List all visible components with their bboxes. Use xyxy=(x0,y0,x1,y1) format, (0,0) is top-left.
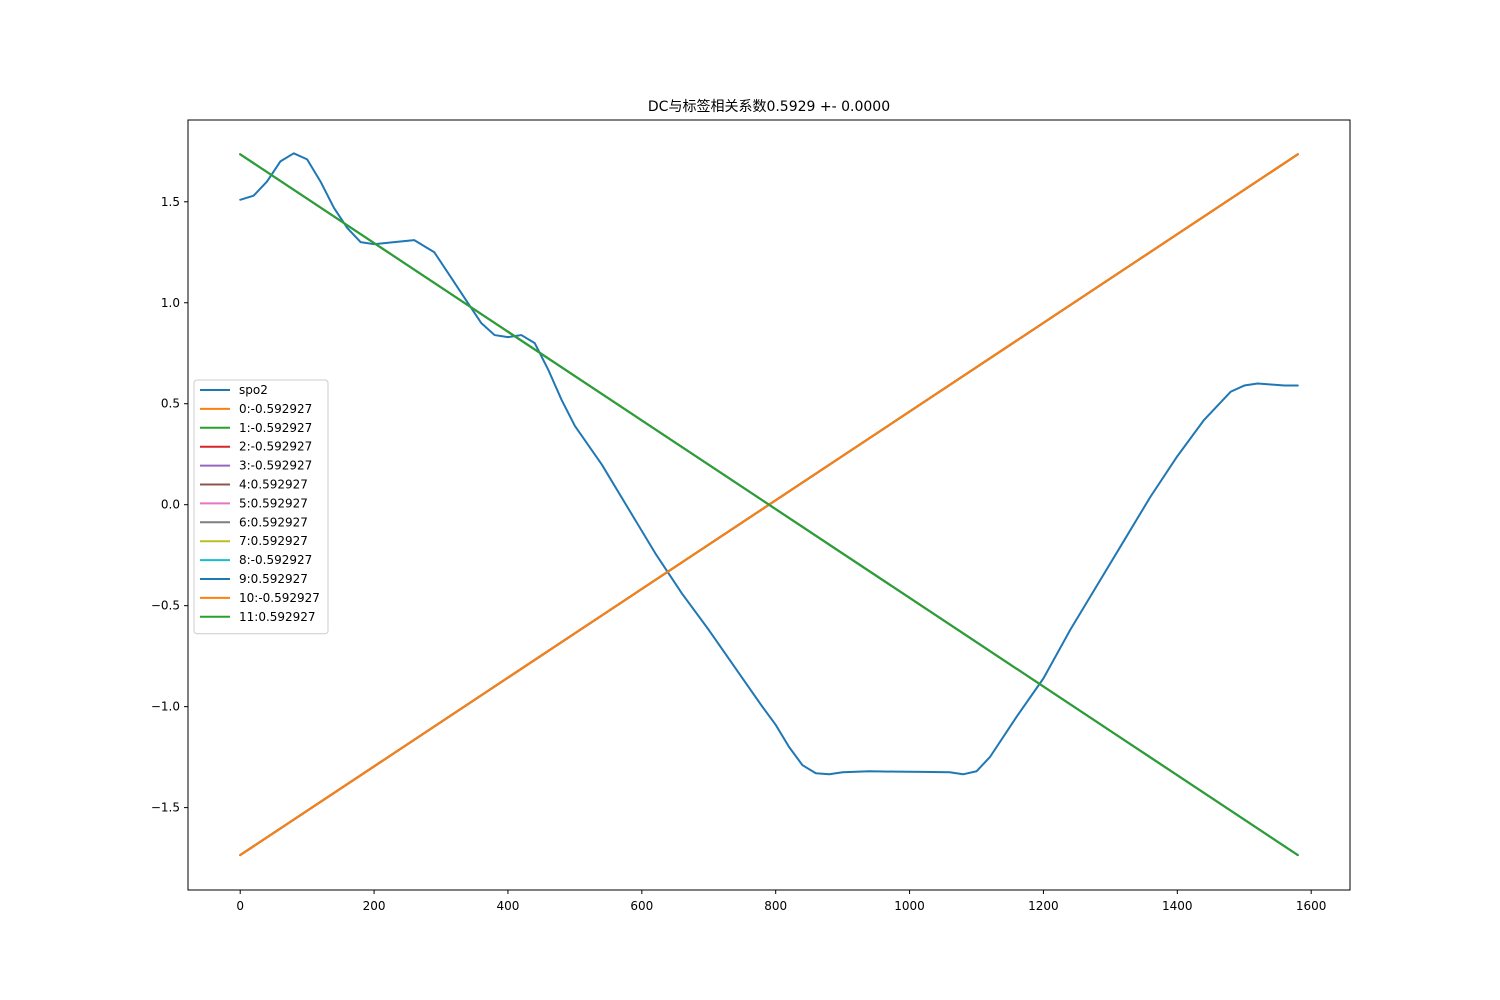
legend-label-9: 8:-0.592927 xyxy=(239,553,312,567)
x-tick-label: 1000 xyxy=(894,899,925,913)
legend-label-10: 9:0.592927 xyxy=(239,572,308,586)
legend-box xyxy=(193,379,329,635)
y-tick-label: −1.5 xyxy=(151,801,180,815)
x-tick-label: 1600 xyxy=(1296,899,1327,913)
x-tick-label: 400 xyxy=(496,899,519,913)
y-tick-label: 0.5 xyxy=(161,397,180,411)
legend-label-1: 0:-0.592927 xyxy=(239,402,312,416)
x-tick-label: 1400 xyxy=(1162,899,1193,913)
legend: spo2 0:-0.592927 1:-0.592927 2:-0.592927 3:-… xyxy=(193,379,329,635)
x-tick-label: 200 xyxy=(363,899,386,913)
legend-label-8: 7:0.592927 xyxy=(239,534,308,548)
series-lines xyxy=(239,152,1299,857)
y-tick-label: 0.0 xyxy=(161,498,180,512)
legend-label-0: spo2 xyxy=(239,383,268,397)
y-tick-label: 1.0 xyxy=(161,296,180,310)
legend-label-4: 3:-0.592927 xyxy=(239,459,312,473)
x-tick-label: 0 xyxy=(236,899,244,913)
y-tick-label: 1.5 xyxy=(161,195,180,209)
x-tick-label: 800 xyxy=(764,899,787,913)
legend-label-11: 10:-0.592927 xyxy=(239,591,320,605)
series-line-0 xyxy=(239,152,1299,776)
legend-label-6: 5:0.592927 xyxy=(239,496,308,510)
y-axis: −1.5 −1.0 −0.5 0.0 0.5 1.0 1.5 xyxy=(151,195,188,815)
legend-label-12: 11:0.592927 xyxy=(239,610,316,624)
series-line-12 xyxy=(239,153,1299,857)
y-tick-label: −1.0 xyxy=(151,700,180,714)
x-tick-label: 600 xyxy=(630,899,653,913)
legend-label-3: 2:-0.592927 xyxy=(239,440,312,454)
legend-label-2: 1:-0.592927 xyxy=(239,421,312,435)
chart-title: DC与标签相关系数0.5929 +- 0.0000 xyxy=(648,98,890,115)
x-tick-label: 1200 xyxy=(1028,899,1059,913)
y-tick-label: −0.5 xyxy=(151,599,180,613)
legend-label-7: 6:0.592927 xyxy=(239,515,308,529)
legend-label-5: 4:0.592927 xyxy=(239,478,308,492)
x-axis: 0 200 400 600 800 1000 1200 1400 1600 xyxy=(236,890,1326,913)
